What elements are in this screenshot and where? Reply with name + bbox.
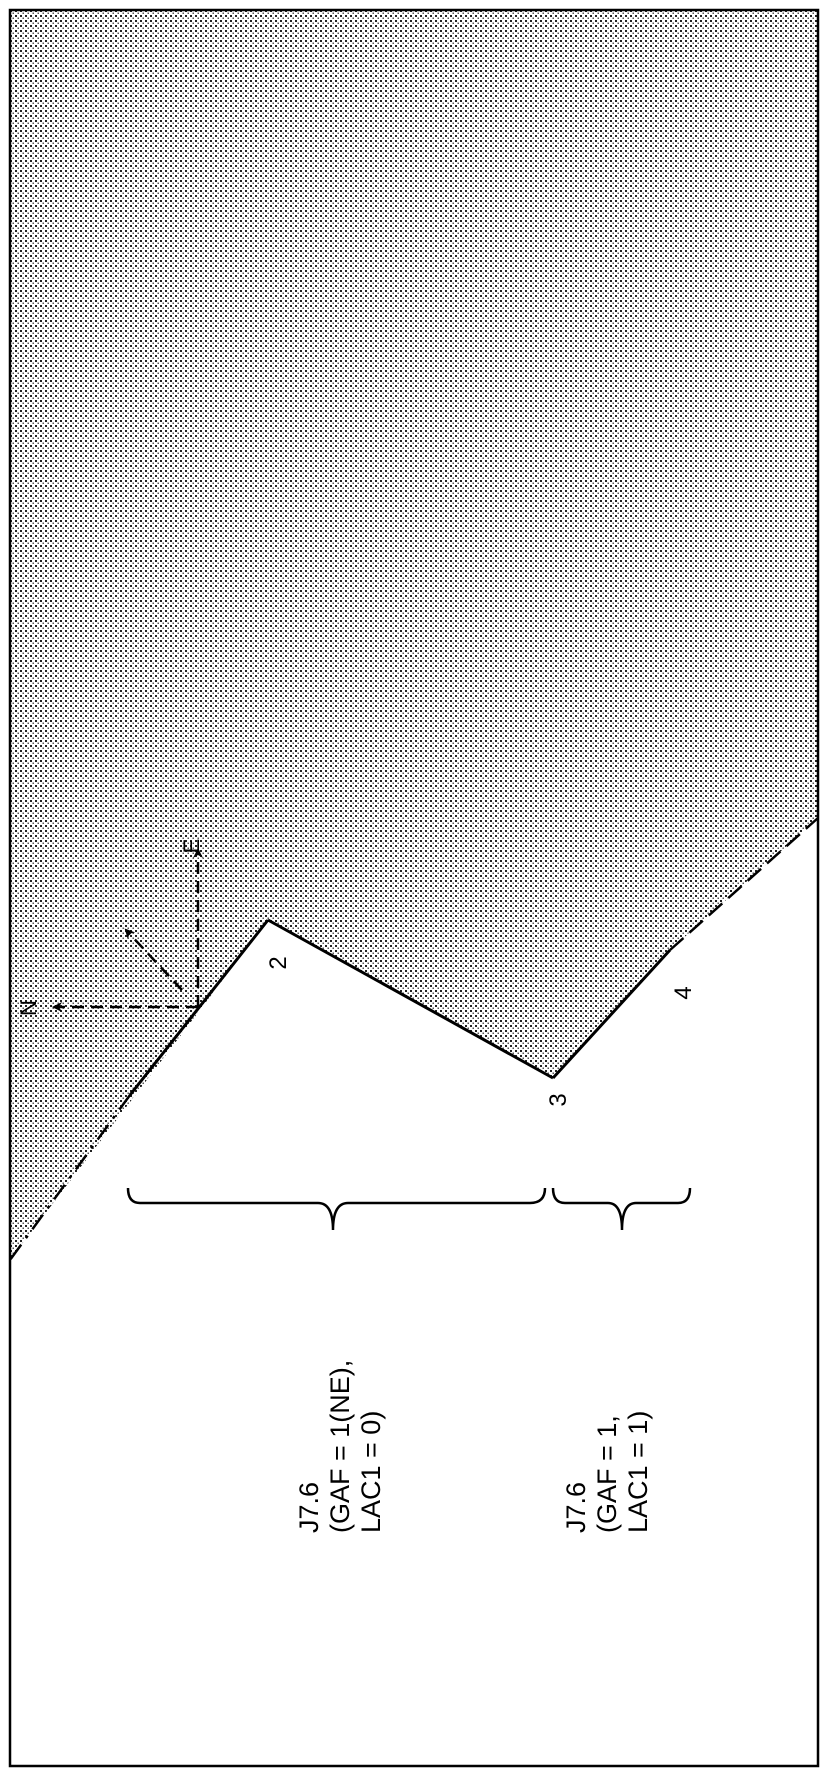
north-label: N: [16, 1000, 41, 1016]
annotation-j7-6-gaf-ne: J7.6 (GAF = 1(NE), LAC1 = 0): [294, 1360, 386, 1533]
brace-segment-3-4: [551, 1187, 692, 1231]
brace-segment-1-3: [126, 1187, 547, 1231]
annotation-2-line-1: J7.6: [561, 1482, 591, 1533]
annotation-1-line-3: LAC1 = 0): [356, 1411, 386, 1533]
vertex-label-4: 4: [670, 986, 697, 999]
annotation-2-line-3: LAC1 = 1): [623, 1411, 653, 1533]
annotation-2-line-2: (GAF = 1,: [592, 1415, 622, 1533]
vertex-label-3: 3: [545, 1093, 572, 1106]
boundary-dashed-extension-west: [8, 1094, 132, 1261]
annotation-1-line-1: J7.6: [294, 1482, 324, 1533]
boundary-dashed-extension-east: [669, 817, 819, 951]
boundary-segment-3-4: [551, 948, 672, 1080]
annotation-j7-6-gaf-1: J7.6 (GAF = 1, LAC1 = 1): [561, 1411, 653, 1533]
east-label: E: [179, 839, 204, 854]
shaded-region: [10, 10, 818, 1260]
vertex-label-2: 2: [265, 956, 292, 969]
outer-frame: [8, 8, 820, 1768]
boundary-segment-1-2: [128, 919, 270, 1096]
boundary-segment-2-3: [267, 918, 554, 1080]
annotation-1-line-2: (GAF = 1(NE),: [325, 1360, 355, 1533]
northeast-arrow: [124, 928, 183, 991]
